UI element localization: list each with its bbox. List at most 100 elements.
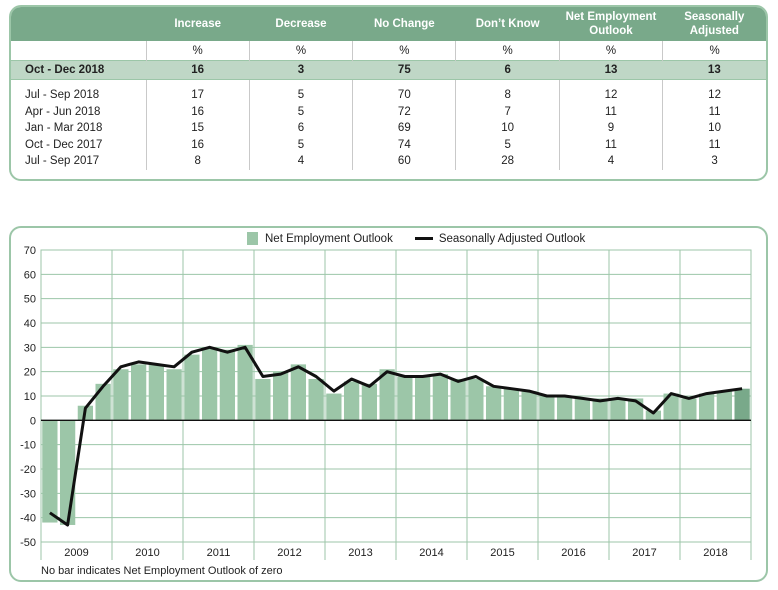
bar [503,388,520,421]
table-cell: 13 [559,60,663,80]
table-cell: 5 [455,136,560,153]
table-cell: 4 [248,153,353,170]
table-cell: 28 [455,153,560,170]
bar [539,396,555,421]
bar [397,376,413,421]
header-net-employment-outlook: Net Employment Outlook [559,7,663,41]
table-cell: 17 [145,87,250,104]
x-tick-label: 2017 [632,547,656,559]
table-cell: 75 [352,60,456,80]
y-tick-label: 0 [30,415,36,427]
table-cell: 11 [662,136,766,153]
bar [610,398,626,421]
bar [432,374,449,421]
table-cell: 11 [662,103,766,120]
header-no-change: No Change [352,7,456,41]
table-cell: 70 [352,87,456,104]
y-tick-label: -40 [20,513,36,525]
table-row: Jan - Mar 2018 15 6 69 10 9 10 [11,120,766,137]
table-cell: 72 [352,103,456,120]
table-cell: 3 [662,153,766,170]
outlook-chart-panel: 70 60 50 40 30 20 10 0 -10 -20 -30 -40 -50 2009 2010 20… [9,226,768,582]
bar [219,349,236,421]
bar [308,378,324,421]
table-cell: 74 [352,136,456,153]
table-cell: 8 [455,87,560,104]
bar [592,398,608,421]
table-row: Oct - Dec 2017 16 5 74 5 11 11 [11,136,766,153]
bar [184,354,200,421]
units-cell: % [352,41,456,61]
bar [663,393,679,421]
units-cell [11,41,146,61]
table-cell: 3 [249,60,353,80]
bar [574,398,591,421]
table-row: Jul - Sep 2018 17 5 70 8 12 12 [11,87,766,104]
table-cell: 13 [662,60,766,80]
bar [343,381,360,421]
bar [290,364,307,421]
table-cell: 5 [248,136,353,153]
y-tick-label: 30 [24,342,36,354]
units-cell: % [455,41,560,61]
table-cell: 5 [248,103,353,120]
table-cell: 12 [662,87,766,104]
table-cell: 8 [145,153,250,170]
table-cell: 69 [352,120,456,137]
bar [734,388,750,421]
bar [326,393,342,421]
x-tick-label: 2014 [419,547,443,559]
x-tick-label: 2012 [277,547,301,559]
bar [166,369,182,421]
units-cell: % [248,41,353,61]
units-row: % % % % % % [11,41,766,61]
table-cell: 7 [455,103,560,120]
table-cell: 6 [248,120,353,137]
table-cell: 4 [558,153,663,170]
bar [698,393,715,421]
table-header-row: Increase Decrease No Change Don’t Know N… [11,7,766,41]
units-cell: % [145,41,250,61]
bar [450,378,466,421]
table-cell: 10 [662,120,766,137]
bar [59,420,76,525]
header-increase: Increase [146,7,250,41]
y-tick-label: 60 [24,269,36,281]
legend-line-swatch [414,237,433,240]
y-tick-label: -20 [20,464,36,476]
x-tick-label: 2009 [64,547,88,559]
bar [255,378,271,421]
bar [485,386,502,421]
bar [113,369,129,421]
row-label: Oct - Dec 2018 [11,60,146,80]
bar [645,410,662,421]
x-tick-label: 2011 [207,547,231,559]
x-tick-label: 2018 [703,547,727,559]
plot-border [40,249,752,543]
units-cell: % [558,41,663,61]
table-cell: 5 [248,87,353,104]
table-cell: 15 [145,120,250,137]
seasonally-adjusted-line [49,345,743,527]
spacer-row [11,79,766,87]
row-label: Oct - Dec 2017 [25,138,103,151]
chart-legend: Net Employment Outlook Seasonally Adjust… [247,232,585,245]
table-row: Jul - Sep 2017 8 4 60 28 4 3 [11,153,766,170]
y-tick-label: 40 [24,318,36,330]
legend-line-label: Seasonally Adjusted Outlook [438,232,586,245]
table-cell: 60 [352,153,456,170]
bar [521,391,537,421]
table-cell: 9 [558,120,663,137]
row-label: Jul - Sep 2017 [25,155,100,168]
x-tick-label: 2016 [561,547,585,559]
table-row: Apr - Jun 2018 16 5 72 7 11 11 [11,103,766,120]
table-cell: 6 [455,60,560,80]
current-quarter-row: Oct - Dec 2018 16 3 75 6 13 13 [11,60,766,80]
header-decrease: Decrease [249,7,353,41]
y-tick-label: 50 [24,294,36,306]
bar [716,391,733,421]
y-tick-label: 70 [24,245,36,257]
legend-bar-label: Net Employment Outlook [265,232,393,245]
bar [468,378,484,421]
